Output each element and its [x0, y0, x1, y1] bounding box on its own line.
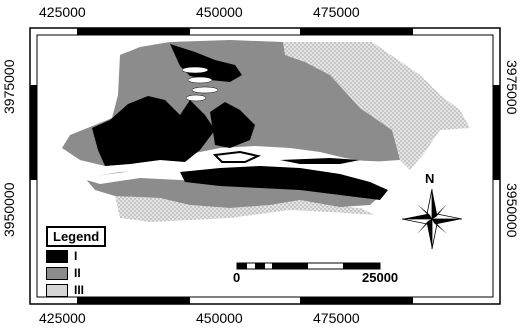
- legend-swatch-iii: [46, 283, 68, 297]
- scale-end-label: 25000: [362, 270, 399, 285]
- scale-start-label: 0: [233, 270, 241, 285]
- x-tick-top-3: 475000: [313, 4, 360, 20]
- x-tick-bottom-1: 425000: [39, 310, 86, 326]
- zone-i: [92, 44, 388, 200]
- legend-item: I: [46, 248, 106, 264]
- y-tick-left-1: 3975000: [1, 59, 17, 115]
- scale-bar: [236, 262, 381, 270]
- y-tick-left-2: 3950000: [1, 182, 17, 238]
- legend-item: II: [46, 265, 106, 281]
- legend-title: Legend: [46, 226, 107, 247]
- x-tick-top-2: 450000: [196, 4, 243, 20]
- white-inclusions: [181, 66, 219, 102]
- legend-swatch-ii: [46, 266, 68, 280]
- x-tick-bottom-3: 475000: [313, 310, 360, 326]
- y-tick-right-1: 3975000: [504, 59, 520, 115]
- legend-item: III: [46, 282, 106, 298]
- legend-label-i: I: [74, 249, 78, 263]
- y-tick-right-2: 3950000: [504, 182, 520, 238]
- legend: Legend I II III: [46, 226, 107, 298]
- legend-label-iii: III: [74, 283, 85, 297]
- north-label: N: [425, 171, 435, 186]
- zone-iii: [115, 42, 470, 222]
- legend-label-ii: II: [74, 266, 81, 280]
- north-arrow-icon: [401, 188, 463, 250]
- x-tick-top-1: 425000: [39, 4, 86, 20]
- legend-swatch-i: [46, 249, 68, 263]
- x-tick-bottom-2: 450000: [196, 310, 243, 326]
